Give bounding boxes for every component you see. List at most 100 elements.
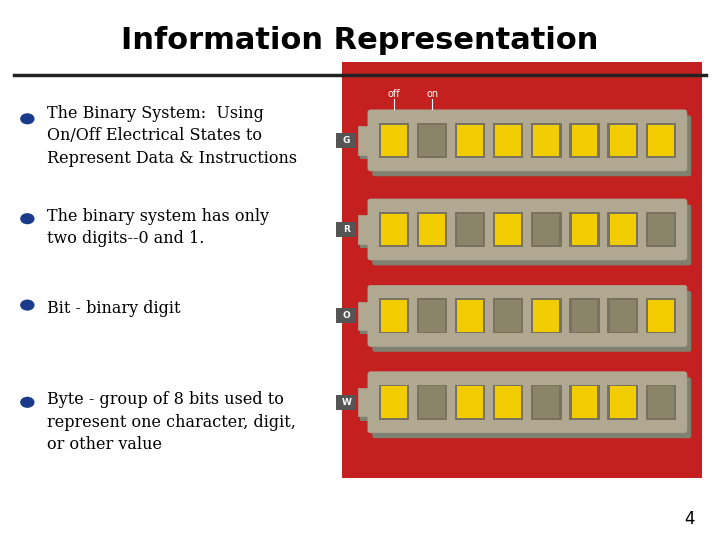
Bar bbox=[495, 125, 521, 156]
Bar bbox=[419, 214, 445, 245]
Text: The binary system has only
two digits--0 and 1.: The binary system has only two digits--0… bbox=[47, 208, 269, 247]
Bar bbox=[358, 388, 374, 416]
Text: off: off bbox=[388, 89, 400, 98]
Bar bbox=[419, 125, 445, 156]
FancyBboxPatch shape bbox=[372, 291, 691, 352]
Bar bbox=[495, 214, 521, 245]
Bar bbox=[358, 126, 374, 154]
Text: on: on bbox=[426, 89, 438, 98]
Bar bbox=[493, 299, 523, 333]
Text: R: R bbox=[343, 225, 350, 234]
FancyBboxPatch shape bbox=[372, 377, 691, 438]
Bar bbox=[534, 300, 559, 332]
Bar bbox=[336, 395, 356, 410]
Text: W: W bbox=[341, 398, 351, 407]
Bar bbox=[455, 212, 485, 247]
Bar bbox=[534, 214, 559, 245]
Bar bbox=[455, 299, 485, 333]
Bar bbox=[417, 123, 447, 158]
Bar bbox=[608, 212, 638, 247]
Bar bbox=[419, 300, 445, 332]
Bar bbox=[572, 125, 598, 156]
Bar bbox=[608, 123, 638, 158]
Text: The Binary System:  Using
On/Off Electrical States to
Represent Data & Instructi: The Binary System: Using On/Off Electric… bbox=[47, 105, 297, 167]
Bar bbox=[360, 306, 373, 334]
Bar bbox=[531, 212, 562, 247]
Bar bbox=[417, 212, 447, 247]
Bar bbox=[417, 299, 447, 333]
Bar bbox=[457, 387, 483, 418]
Bar bbox=[360, 393, 373, 421]
Bar bbox=[610, 214, 636, 245]
Bar bbox=[648, 214, 674, 245]
Bar bbox=[493, 123, 523, 158]
Text: G: G bbox=[343, 136, 350, 145]
Bar bbox=[455, 385, 485, 420]
Bar bbox=[648, 387, 674, 418]
Bar bbox=[570, 123, 600, 158]
Bar bbox=[646, 123, 676, 158]
Bar bbox=[570, 212, 600, 247]
Bar bbox=[419, 387, 445, 418]
Bar bbox=[381, 214, 407, 245]
Text: Bit - binary digit: Bit - binary digit bbox=[47, 300, 180, 316]
Circle shape bbox=[21, 114, 34, 124]
Text: Byte - group of 8 bits used to
represent one character, digit,
or other value: Byte - group of 8 bits used to represent… bbox=[47, 392, 296, 453]
Bar bbox=[457, 214, 483, 245]
Bar bbox=[572, 300, 598, 332]
Circle shape bbox=[21, 300, 34, 310]
Bar bbox=[610, 300, 636, 332]
FancyBboxPatch shape bbox=[368, 110, 687, 171]
Bar bbox=[531, 385, 562, 420]
Bar bbox=[646, 299, 676, 333]
Bar bbox=[457, 300, 483, 332]
FancyBboxPatch shape bbox=[368, 199, 687, 260]
Bar bbox=[570, 299, 600, 333]
FancyBboxPatch shape bbox=[372, 205, 691, 266]
FancyBboxPatch shape bbox=[368, 372, 687, 433]
Bar bbox=[417, 385, 447, 420]
Bar bbox=[381, 125, 407, 156]
Bar bbox=[531, 123, 562, 158]
Text: Information Representation: Information Representation bbox=[121, 26, 599, 55]
Bar bbox=[379, 299, 409, 333]
Text: O: O bbox=[343, 312, 350, 320]
Circle shape bbox=[21, 397, 34, 407]
Bar bbox=[534, 387, 559, 418]
Bar bbox=[379, 385, 409, 420]
Bar bbox=[531, 299, 562, 333]
FancyBboxPatch shape bbox=[368, 285, 687, 347]
Bar bbox=[534, 125, 559, 156]
Bar bbox=[381, 300, 407, 332]
Bar bbox=[358, 302, 374, 330]
Bar bbox=[358, 215, 374, 244]
Bar bbox=[572, 214, 598, 245]
Bar bbox=[610, 125, 636, 156]
Bar bbox=[336, 133, 356, 148]
Circle shape bbox=[21, 214, 34, 224]
Bar bbox=[648, 125, 674, 156]
Bar bbox=[457, 125, 483, 156]
Bar bbox=[360, 220, 373, 248]
Bar bbox=[342, 62, 702, 478]
Bar bbox=[608, 299, 638, 333]
Bar bbox=[646, 212, 676, 247]
Bar bbox=[493, 212, 523, 247]
Bar bbox=[610, 387, 636, 418]
Bar bbox=[381, 387, 407, 418]
Bar bbox=[360, 131, 373, 159]
Bar bbox=[495, 387, 521, 418]
Bar bbox=[379, 212, 409, 247]
Bar bbox=[570, 385, 600, 420]
Bar bbox=[495, 300, 521, 332]
Bar bbox=[646, 385, 676, 420]
Bar bbox=[648, 300, 674, 332]
Text: 4: 4 bbox=[684, 510, 695, 528]
FancyBboxPatch shape bbox=[372, 116, 691, 176]
Bar bbox=[608, 385, 638, 420]
Bar bbox=[455, 123, 485, 158]
Bar bbox=[493, 385, 523, 420]
Bar bbox=[336, 222, 356, 237]
Bar bbox=[379, 123, 409, 158]
Bar bbox=[572, 387, 598, 418]
